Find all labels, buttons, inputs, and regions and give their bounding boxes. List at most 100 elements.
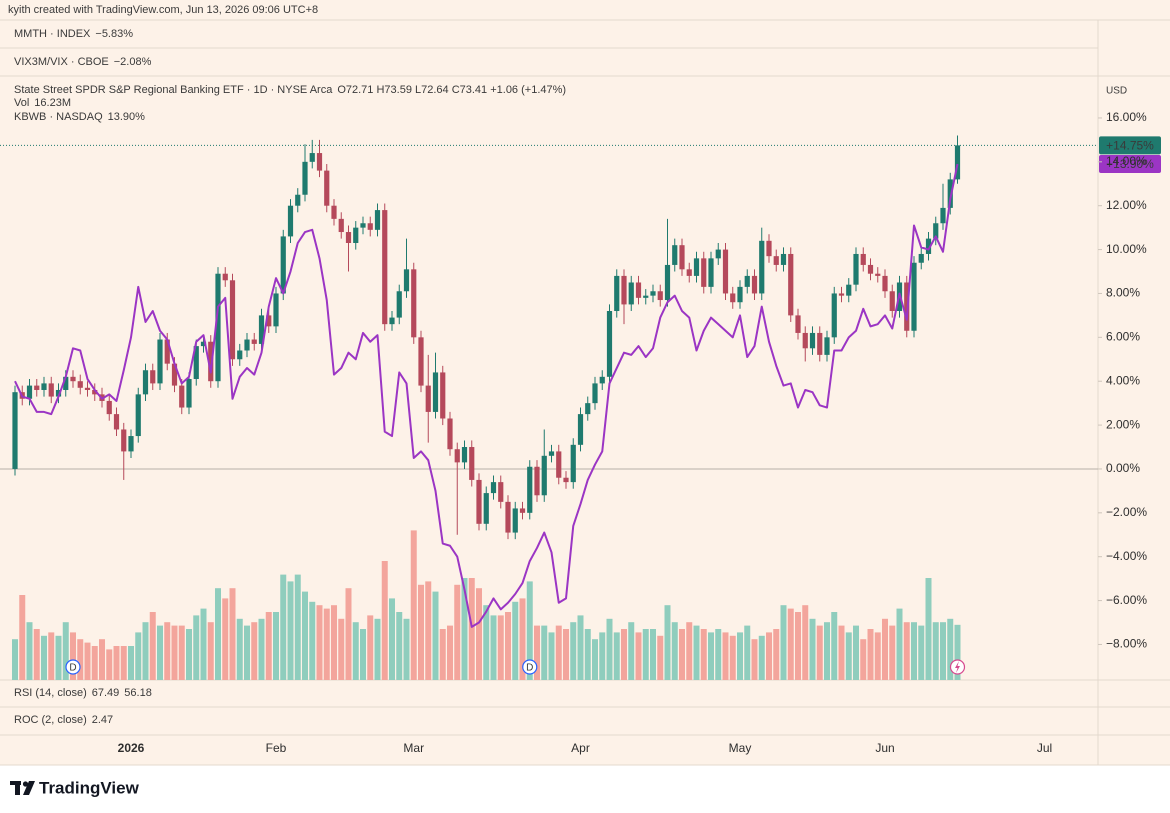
candle-body xyxy=(795,315,801,333)
candle-body xyxy=(418,337,424,386)
x-tick-label: Jul xyxy=(1037,741,1052,755)
candle-body xyxy=(12,392,18,469)
volume-bar xyxy=(425,581,432,680)
candle-body xyxy=(643,295,649,298)
volume-bar xyxy=(664,605,671,680)
candle-body xyxy=(287,205,294,237)
candle-body xyxy=(751,275,758,294)
volume-bar xyxy=(338,618,345,680)
volume-bar xyxy=(84,642,91,680)
volume-bar xyxy=(164,622,171,680)
y-tick-label: −8.00% xyxy=(1106,637,1147,651)
y-tick-label: 6.00% xyxy=(1106,330,1140,344)
candle-body xyxy=(802,332,808,349)
candle-body xyxy=(396,291,402,318)
candle-body xyxy=(425,385,431,412)
volume-bar xyxy=(26,622,33,680)
event-label: D xyxy=(526,663,533,674)
volume-bar xyxy=(244,625,250,680)
volume-bar xyxy=(874,632,881,680)
candle-body xyxy=(483,493,489,524)
volume-bar xyxy=(12,639,18,680)
volume-bar xyxy=(352,622,359,680)
pane-value: 2.47 xyxy=(92,714,113,726)
y-tick-label: 8.00% xyxy=(1106,286,1140,300)
symbol-name: State Street SPDR S&P Regional Banking E… xyxy=(14,84,333,96)
volume-bar xyxy=(258,618,265,680)
volume-bar xyxy=(918,625,925,680)
volume-bar xyxy=(113,646,120,680)
candle-body xyxy=(34,385,40,390)
volume-bar xyxy=(715,629,722,680)
volume-bar xyxy=(526,581,533,680)
volume-bar xyxy=(389,598,395,680)
candle-body xyxy=(512,508,518,533)
event-label: D xyxy=(69,663,76,674)
logo-part xyxy=(22,781,29,787)
candle-body xyxy=(693,258,700,276)
pane-name: RSI (14, close) xyxy=(14,687,87,699)
candle-body xyxy=(737,286,743,303)
candle-body xyxy=(70,376,76,382)
volume-bar xyxy=(671,622,678,680)
candle-body xyxy=(411,269,417,338)
candle-body xyxy=(853,253,859,285)
volume-bar xyxy=(200,608,207,680)
volume-bar xyxy=(367,615,374,680)
candle-body xyxy=(461,447,468,463)
candle-body xyxy=(715,249,721,259)
volume-bar xyxy=(932,622,939,680)
footer-background xyxy=(0,765,1170,813)
candle-body xyxy=(824,337,830,355)
candle-body xyxy=(686,269,692,276)
volume-bar xyxy=(468,578,475,680)
candle-body xyxy=(592,383,598,404)
volume-bar xyxy=(867,629,874,680)
volume-bar xyxy=(178,625,185,680)
candle-body xyxy=(918,253,924,263)
volume-bar xyxy=(584,629,591,680)
candle-body xyxy=(41,383,47,390)
y-tick-label: 14.00% xyxy=(1106,154,1147,168)
candle-body xyxy=(295,194,301,206)
candle-body xyxy=(867,264,874,274)
volume-bar xyxy=(294,574,301,680)
volume-bar xyxy=(323,608,330,680)
volume-bar xyxy=(99,639,105,680)
volume-bar xyxy=(77,639,84,680)
candle-body xyxy=(759,240,765,294)
candle-body xyxy=(875,273,881,276)
candle-body xyxy=(92,389,98,395)
candle-body xyxy=(200,341,207,347)
candle-body xyxy=(831,293,837,338)
candle-body xyxy=(628,282,634,305)
candle-body xyxy=(142,370,149,395)
volume-bar xyxy=(418,584,424,680)
candle-body xyxy=(621,275,627,305)
volume-bar xyxy=(91,646,98,680)
candle-body xyxy=(447,418,453,450)
candle-body xyxy=(367,223,373,230)
candle-body xyxy=(672,245,678,265)
volume-bar xyxy=(606,618,613,680)
volume-bar xyxy=(447,625,453,680)
candle-body xyxy=(577,414,584,445)
last-price-box xyxy=(1099,136,1161,155)
volume-bar xyxy=(903,622,910,680)
volume-bar xyxy=(135,632,142,680)
volume-bar xyxy=(41,635,47,680)
candle-body xyxy=(846,284,852,296)
volume-bar xyxy=(621,629,627,680)
volume-bar xyxy=(410,530,417,680)
logo-text: TradingView xyxy=(39,778,140,797)
candle-body xyxy=(519,508,526,513)
volume-bar xyxy=(265,612,272,680)
candle-body xyxy=(229,280,236,360)
candle-body xyxy=(121,429,127,452)
candle-body xyxy=(809,332,816,349)
volume-bar xyxy=(360,629,366,680)
candle-body xyxy=(548,451,555,456)
candle-body xyxy=(338,218,344,233)
